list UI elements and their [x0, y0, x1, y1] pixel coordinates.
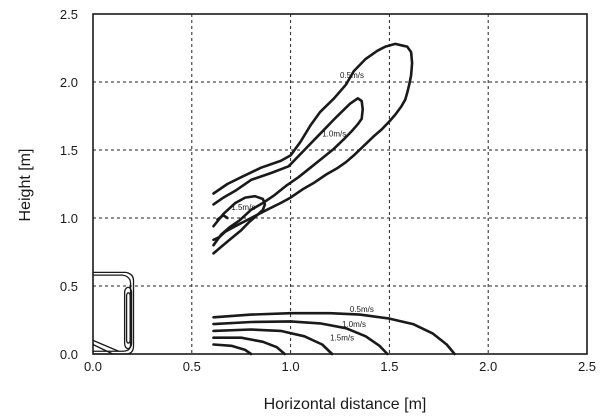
contour-label: 1.0m/s: [322, 129, 346, 138]
y-axis-title: Height [m]: [17, 149, 34, 222]
contour-label: 1.0m/s: [342, 320, 366, 329]
contour-label: 1.5m/s: [330, 333, 354, 342]
contour-line: [216, 214, 229, 221]
grid-lines: [93, 14, 587, 354]
contour-line: [212, 311, 456, 356]
y-tick-label: 2.5: [60, 7, 78, 22]
x-axis-title: Horizontal distance [m]: [264, 396, 427, 413]
tick-labels: 0.0 0.5 1.0 1.5 2.0 2.5 0.0 0.5 1.0 1.5 2.0 2.5: [60, 7, 596, 374]
contour-line: [212, 42, 414, 242]
contour-line: [212, 97, 364, 247]
y-tick-label: 1.0: [60, 211, 78, 226]
air-conditioner-part: [92, 343, 114, 355]
air-conditioner-part: [92, 339, 119, 352]
air-conditioner-icon: [92, 271, 135, 355]
x-tick-label: 2.0: [479, 359, 497, 374]
contour-line: [212, 328, 334, 356]
y-tick-label: 1.5: [60, 143, 78, 158]
air-conditioner-part: [123, 286, 133, 350]
contour-label: 1.5m/s: [231, 203, 255, 212]
contour-label: 0.5m/s: [350, 305, 374, 314]
air-conditioner-part: [125, 292, 131, 344]
contour-line: [212, 336, 286, 356]
y-tick-label: 0.5: [60, 279, 78, 294]
y-tick-label: 0.0: [60, 347, 78, 362]
contour-labels: 0.5m/s 1.0m/s 1.5m/s 0.5m/s 1.0m/s 1.5m/s: [231, 71, 374, 342]
plot-frame: [92, 13, 588, 355]
x-tick-label: 0.5: [183, 359, 201, 374]
x-tick-label: 0.0: [84, 359, 102, 374]
contour-line: [212, 343, 253, 356]
y-tick-label: 2.0: [60, 75, 78, 90]
contour-label: 0.5m/s: [340, 71, 364, 80]
contour-line: [212, 194, 267, 255]
x-tick-label: 2.5: [578, 359, 596, 374]
x-tick-label: 1.5: [380, 359, 398, 374]
contour-line: [212, 320, 389, 356]
velocity-contours: [212, 42, 456, 356]
x-tick-label: 1.0: [282, 359, 300, 374]
